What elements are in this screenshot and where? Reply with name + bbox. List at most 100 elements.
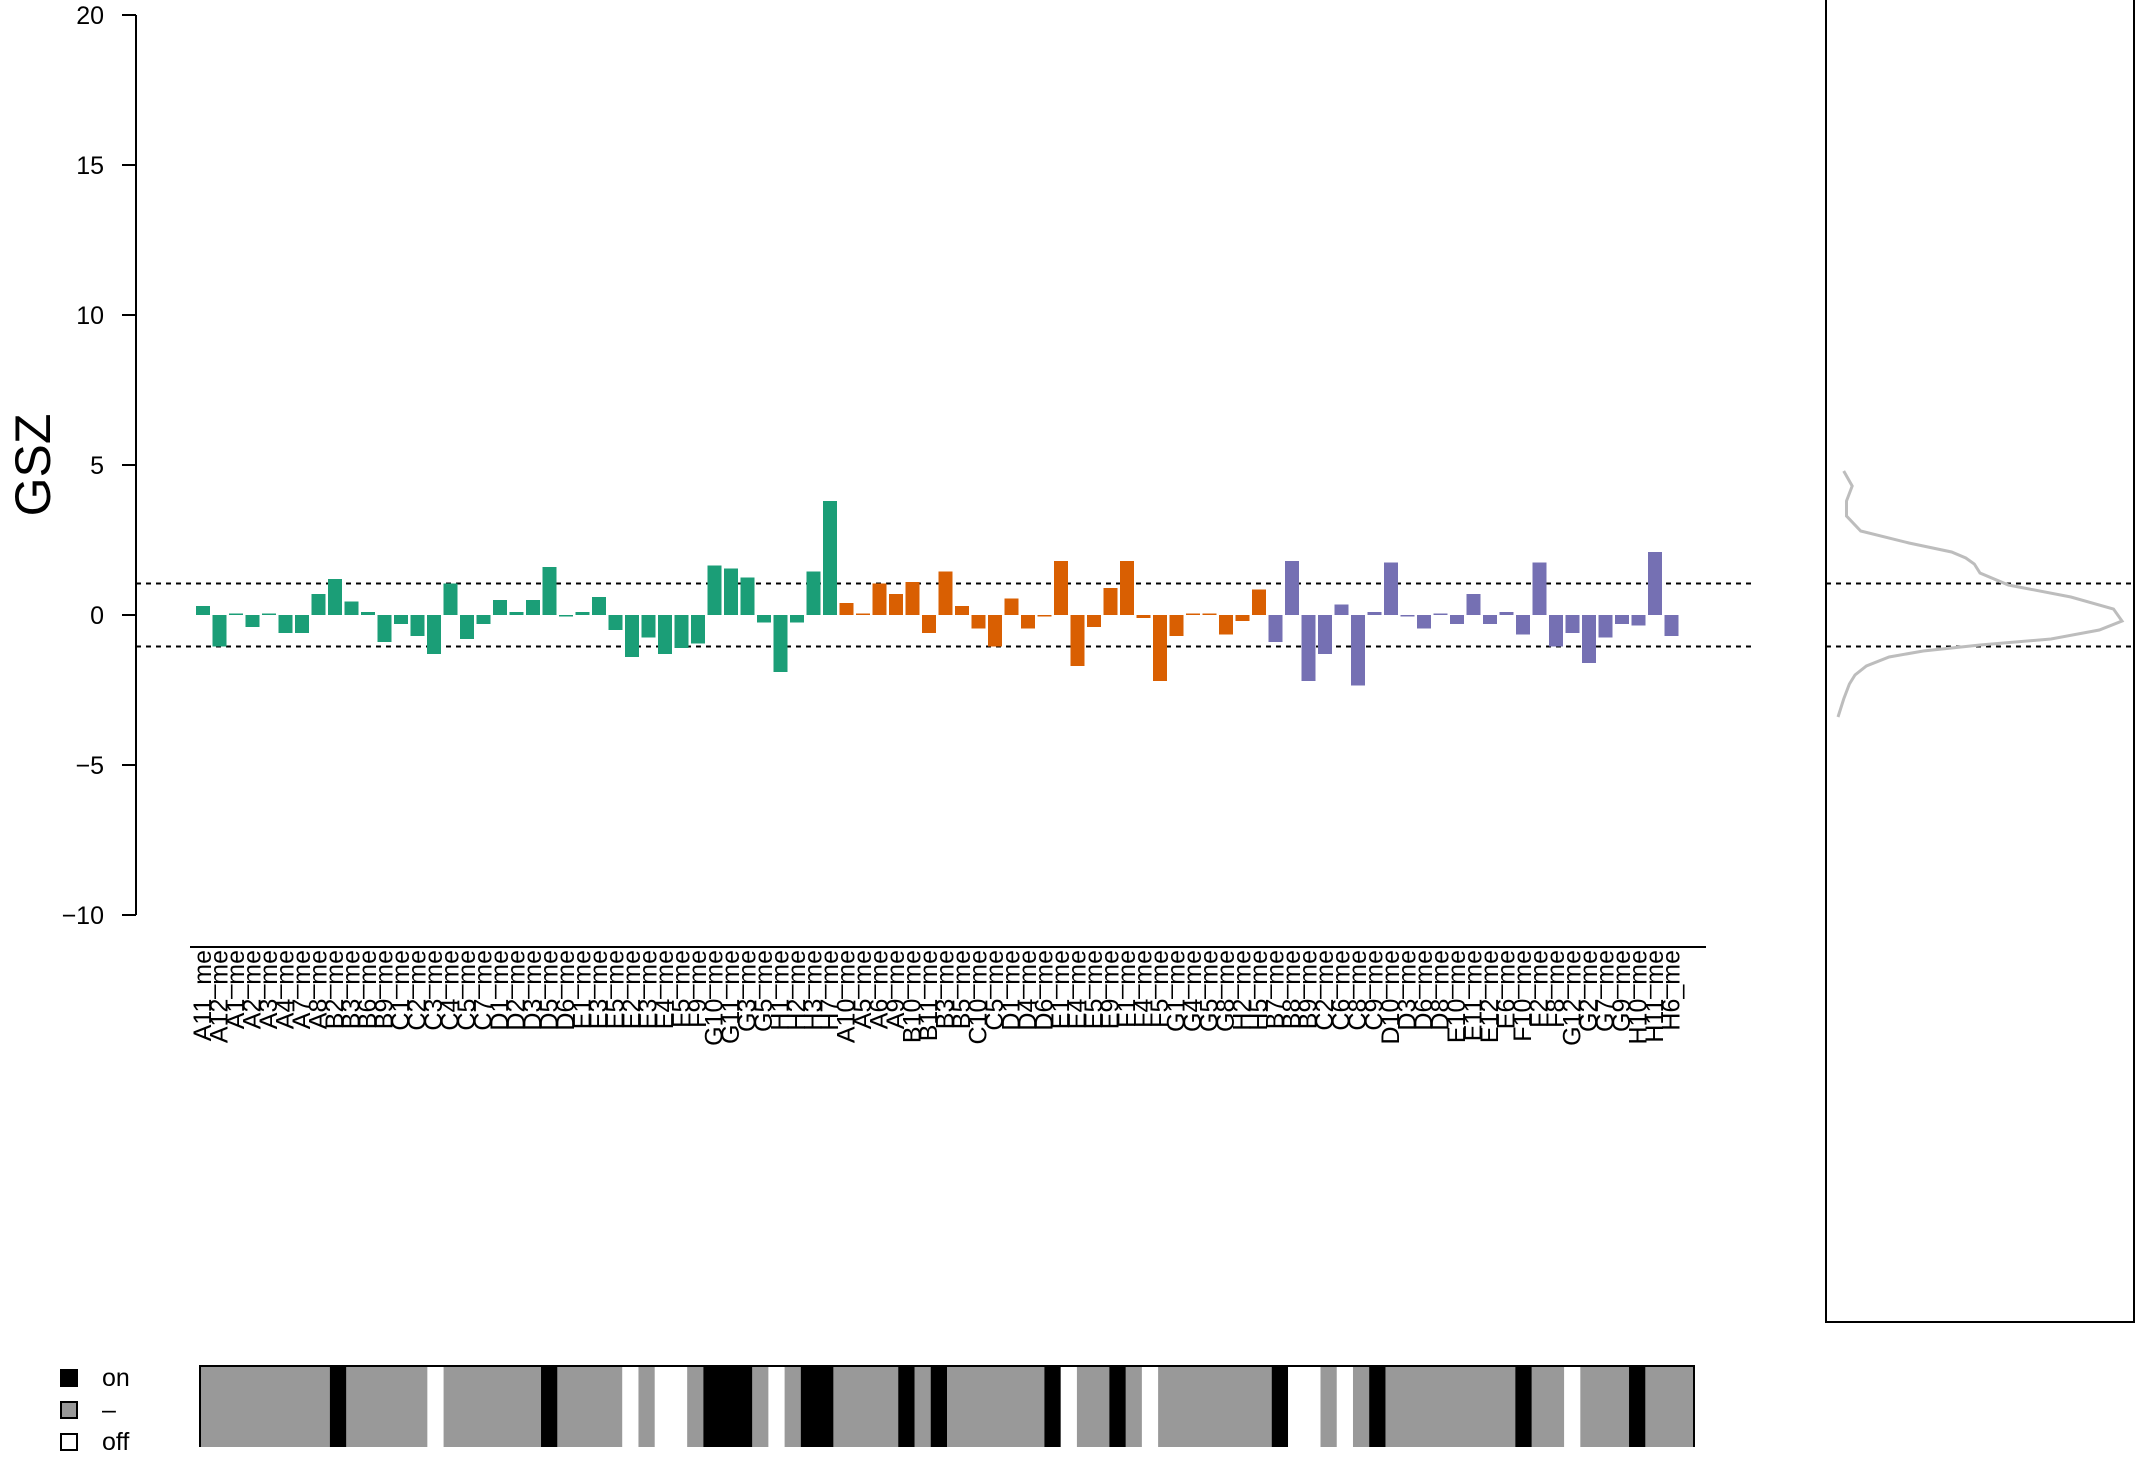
x-tick-label: D6_me (552, 950, 580, 1031)
bar (625, 615, 639, 657)
bar (608, 615, 623, 630)
strip-segment (703, 1366, 753, 1447)
bar (278, 615, 293, 633)
x-tick-label: C10_me (965, 950, 993, 1045)
x-tick-label: E4_me (651, 950, 679, 1029)
state-legend: on – off (60, 1362, 130, 1458)
bar (905, 582, 920, 615)
bar (311, 594, 326, 615)
x-tick-label: E5_me (602, 950, 630, 1029)
bar (559, 615, 573, 617)
y-tick-label: 0 (90, 602, 104, 630)
x-tick-label: F4_me (1130, 950, 1158, 1028)
x-tick-label: A3_me (255, 950, 283, 1029)
bar (1334, 604, 1349, 615)
x-tick-label: D3_me (1394, 950, 1422, 1031)
strip-border (199, 1365, 1695, 1447)
bar (1153, 615, 1167, 681)
bar (1417, 615, 1431, 629)
bar (658, 615, 672, 654)
legend-swatch-off (60, 1433, 78, 1451)
x-tick-label: C8_me (1344, 950, 1372, 1031)
bar (955, 606, 969, 615)
x-tick-label: B9_me (1295, 950, 1323, 1029)
legend-item-mid: – (60, 1394, 130, 1426)
strip-segment (1158, 1366, 1273, 1447)
strip-segment (1109, 1366, 1127, 1447)
bar (1450, 615, 1464, 624)
bar (1351, 615, 1365, 686)
x-tick-label: A7_me (288, 950, 316, 1029)
x-tick-label: E11_me (1460, 950, 1488, 1041)
bar (1516, 615, 1530, 635)
x-tick-label: F5_me (668, 950, 696, 1028)
bar (1598, 615, 1613, 638)
strip-segment (1044, 1366, 1062, 1447)
x-tick-label: H10_me (1625, 950, 1653, 1045)
bar (575, 612, 590, 615)
x-tick-label: G8_me (1212, 950, 1240, 1032)
x-tick-label: A5_me (849, 950, 877, 1029)
x-tick-label: F1_me (1113, 950, 1141, 1028)
y-axis: 20 15 10 5 0 −5 −10 (62, 2, 137, 930)
x-tick-label: E3_me (585, 950, 613, 1029)
x-tick-label: D1_me (486, 950, 514, 1031)
bar (691, 615, 705, 644)
strip-segment (557, 1366, 623, 1447)
x-tick-label: H1_me (767, 950, 795, 1031)
bar (740, 577, 755, 615)
bar (1285, 561, 1299, 615)
bar (707, 565, 722, 615)
y-tick-label: −5 (75, 752, 104, 780)
x-tick-label: D5_me (536, 950, 564, 1031)
x-tick-label: G2_me (1575, 950, 1603, 1032)
x-tick-label: H2_me (783, 950, 811, 1031)
y-tick-label: 20 (76, 2, 104, 30)
bar (724, 568, 738, 615)
x-tick-label: G12_me (1559, 950, 1587, 1046)
x-tick-label: H6_me (1658, 950, 1686, 1031)
x-tick-label: A9_me (882, 950, 910, 1029)
bar (460, 615, 474, 639)
bar (790, 615, 804, 623)
strip-segment (784, 1366, 802, 1447)
state-strip (199, 1365, 1695, 1447)
x-tick-label: G5_me (750, 950, 778, 1032)
bar (823, 501, 837, 615)
strip-segment (541, 1366, 558, 1447)
bar (1087, 615, 1101, 627)
bar (773, 615, 788, 672)
y-tick-label: 15 (76, 152, 104, 180)
x-tick-label: B7_me (1262, 950, 1290, 1029)
x-tick-label: C9_me (1361, 950, 1389, 1031)
strip-segment (1320, 1366, 1338, 1447)
strip-segment (898, 1366, 916, 1447)
bar (872, 583, 887, 615)
x-tick-label: H5_me (1245, 950, 1273, 1031)
strip-segment (1531, 1366, 1565, 1447)
bar (1532, 562, 1547, 615)
strip-segment (1369, 1366, 1386, 1447)
x-tick-label: C2_me (1311, 950, 1339, 1031)
bar (1186, 613, 1200, 615)
bar (1120, 561, 1134, 615)
x-tick-label: C5_me (453, 950, 481, 1031)
x-tick-label: B11_me (915, 950, 943, 1041)
bar (1499, 612, 1514, 615)
x-tick-label: B3_me (932, 950, 960, 1029)
bar (295, 615, 309, 633)
legend-swatch-mid (60, 1401, 78, 1419)
strip-segment (1645, 1366, 1695, 1447)
bar (757, 615, 771, 623)
x-tick-label: C2_me (404, 950, 432, 1031)
bar (856, 613, 870, 615)
x-tick-label: C4_me (437, 950, 465, 1031)
bar (641, 615, 656, 638)
bar (1582, 615, 1596, 663)
bar (988, 615, 1002, 647)
strip-segment (752, 1366, 769, 1447)
bar (1384, 562, 1398, 615)
strip-segment (427, 1366, 445, 1447)
bar (443, 583, 458, 615)
bar (509, 612, 524, 615)
